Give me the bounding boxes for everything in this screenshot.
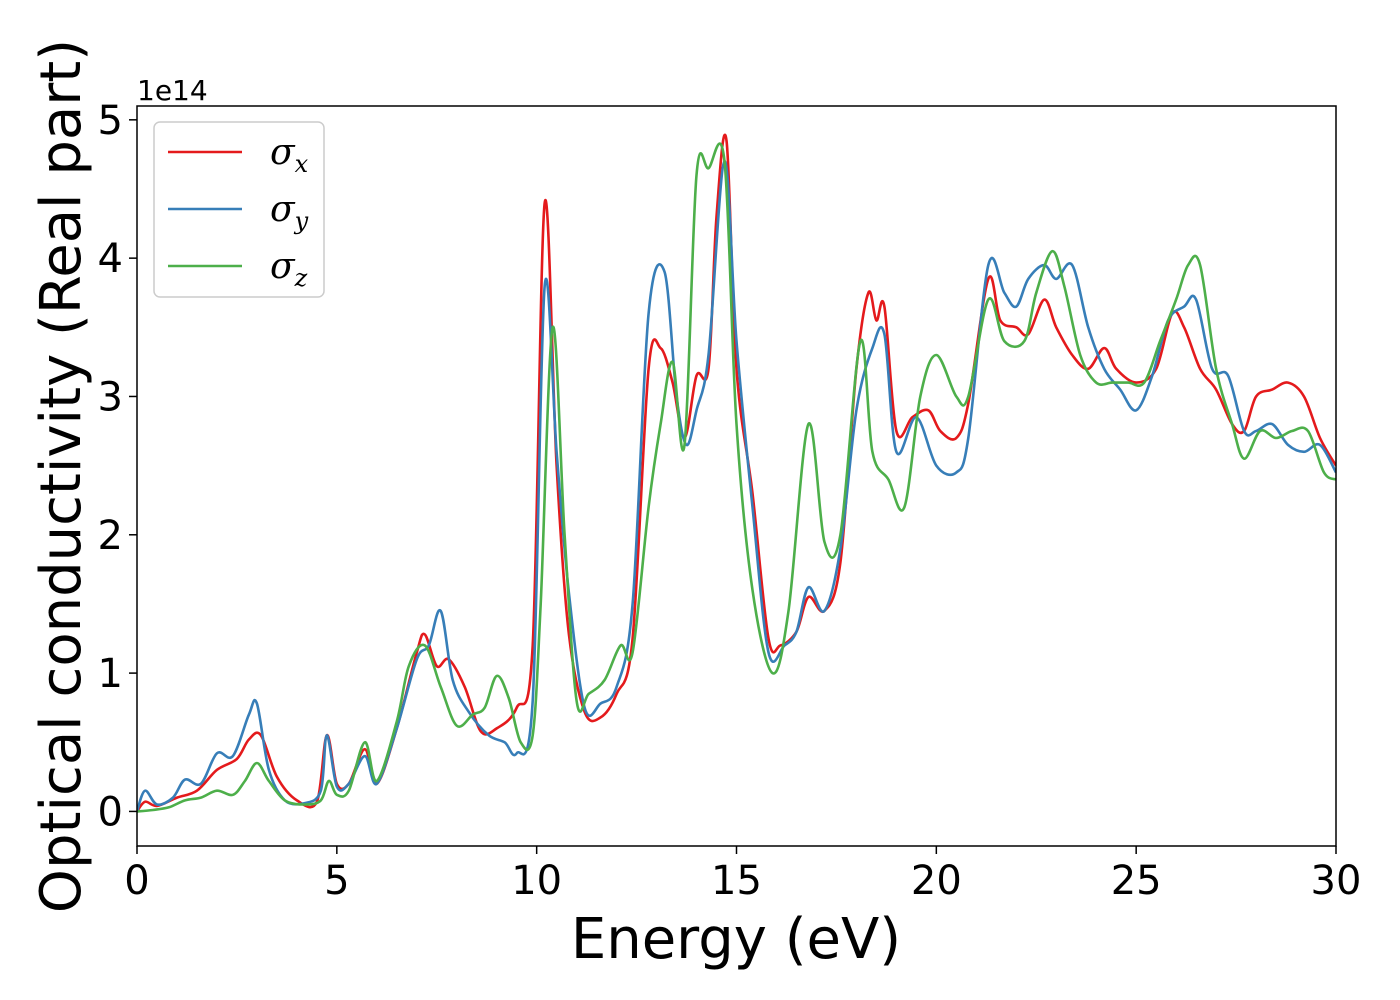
x-tick-label: 20 <box>911 858 962 904</box>
x-tick-label: 25 <box>1111 858 1162 904</box>
x-tick-label: 10 <box>511 858 562 904</box>
y-tick-label: 3 <box>98 374 123 420</box>
x-tick-label: 30 <box>1311 858 1362 904</box>
y-tick-label: 0 <box>98 789 123 835</box>
y-tick-label: 1 <box>98 651 123 697</box>
y-axis: 0 1 2 3 4 5 <box>98 98 137 835</box>
x-axis-label: Energy (eV) <box>571 907 901 972</box>
y-tick-label: 5 <box>98 98 123 144</box>
x-axis: 0 5 10 15 20 25 30 <box>124 846 1361 904</box>
y-tick-label: 4 <box>98 236 123 282</box>
y-offset-label: 1e14 <box>137 74 208 107</box>
series-line-y <box>137 159 1336 812</box>
series-line-z <box>137 142 1336 813</box>
series-layer <box>137 133 1336 813</box>
x-tick-label: 15 <box>711 858 762 904</box>
y-axis-label: Optical conductivity (Real part) <box>29 39 94 913</box>
y-tick-label: 2 <box>98 513 123 559</box>
x-tick-label: 0 <box>124 858 149 904</box>
x-tick-label: 5 <box>324 858 349 904</box>
